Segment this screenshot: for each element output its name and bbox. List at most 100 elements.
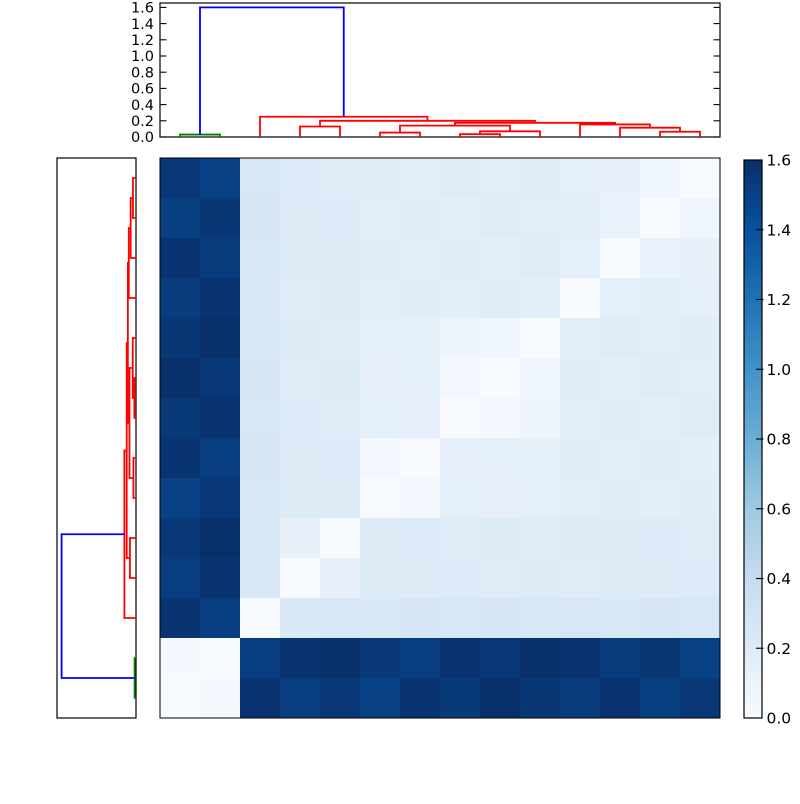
heatmap-panel [159,157,721,719]
heatmap-cell [440,398,481,439]
heatmap-cell [360,638,401,679]
heatmap-cell [160,398,201,439]
top-axis-tick-label: 0.0 [131,130,154,146]
heatmap-cell [200,478,241,519]
heatmap-cell [160,638,201,679]
heatmap-cell [160,198,201,239]
heatmap-cell [680,598,721,639]
heatmap-cell [360,158,401,199]
heatmap-cell [360,398,401,439]
heatmap-cell [520,398,561,439]
heatmap-cell [480,318,521,359]
dendrogram-link-top [299,125,341,137]
heatmap-cell [280,278,321,319]
heatmap-cell [680,398,721,439]
heatmap-cell [240,198,281,239]
colorbar-tick-label: 0.6 [767,500,792,518]
heatmap-cell [360,558,401,599]
top-dendrogram-border [159,2,721,138]
heatmap-cell [640,598,681,639]
heatmap-cell [200,398,241,439]
heatmap-cell [600,238,641,279]
heatmap-cell [280,518,321,559]
heatmap-cell [160,518,201,559]
heatmap-cell [160,278,201,319]
heatmap-cell [600,678,641,719]
heatmap-cell [320,278,361,319]
heatmap-cell [480,678,521,719]
heatmap-cell [320,158,361,199]
heatmap-cell [240,318,281,359]
heatmap-cell [600,398,641,439]
heatmap-cell [440,358,481,399]
heatmap-cell [360,478,401,519]
heatmap-cell [320,198,361,239]
heatmap-cell [400,318,441,359]
heatmap-cell [160,158,201,199]
heatmap-cell [560,238,601,279]
heatmap-cell [440,238,481,279]
heatmap-cell [560,398,601,439]
heatmap-cell [160,598,201,639]
heatmap-cell [440,558,481,599]
heatmap-cell [280,238,321,279]
heatmap-cell [200,358,241,399]
heatmap-cell [400,478,441,519]
top-axis-tick-label: 1.2 [131,33,154,49]
heatmap-cell [560,438,601,479]
heatmap-cell [320,518,361,559]
heatmap-cell [160,438,201,479]
heatmap-cell [280,158,321,199]
colorbar-tick-label: 1.2 [767,291,792,309]
heatmap-cell [480,518,521,559]
heatmap-cell [440,638,481,679]
heatmap-cell [680,158,721,199]
row-dendrogram-panel [56,157,137,719]
heatmap-cell [440,318,481,359]
heatmap-cell [360,198,401,239]
heatmap-cell [680,518,721,559]
heatmap-cell [640,278,681,319]
heatmap-cell [240,558,281,599]
heatmap-cell [200,678,241,719]
heatmap-cell [400,518,441,559]
heatmap-cell [400,558,441,599]
heatmap-cell [360,318,401,359]
heatmap-cell [200,598,241,639]
heatmap-cell [160,318,201,359]
heatmap-cell [680,678,721,719]
heatmap-cell [520,518,561,559]
dendrogram-link-left [129,537,136,579]
heatmap-cell [320,558,361,599]
heatmap-cell [480,478,521,519]
heatmap-cell [520,318,561,359]
heatmap-cell [680,558,721,599]
heatmap-cell [320,478,361,519]
heatmap-cell [560,198,601,239]
heatmap-cell [560,278,601,319]
heatmap-cell [600,438,641,479]
dendrogram-link-top [259,115,429,137]
heatmap-cell [240,598,281,639]
colorbar-tick-label: 0.4 [767,570,792,588]
colorbar-tick-label: 0.0 [767,710,792,728]
heatmap-cell [520,358,561,399]
heatmap-cell [240,438,281,479]
heatmap-cell [320,638,361,679]
heatmap-cell [640,558,681,599]
heatmap-cell [640,238,681,279]
heatmap-cell [400,398,441,439]
heatmap-cell [400,598,441,639]
heatmap-cell [160,558,201,599]
heatmap-cell [600,518,641,559]
heatmap-cell [640,478,681,519]
heatmap-cell [400,198,441,239]
heatmap-cell [440,598,481,639]
heatmap-cell [520,278,561,319]
heatmap-cell [320,238,361,279]
heatmap-cell [360,278,401,319]
heatmap-cell [240,358,281,399]
heatmap-cell [560,478,601,519]
heatmap-cell [520,158,561,199]
heatmap-cell [280,438,321,479]
